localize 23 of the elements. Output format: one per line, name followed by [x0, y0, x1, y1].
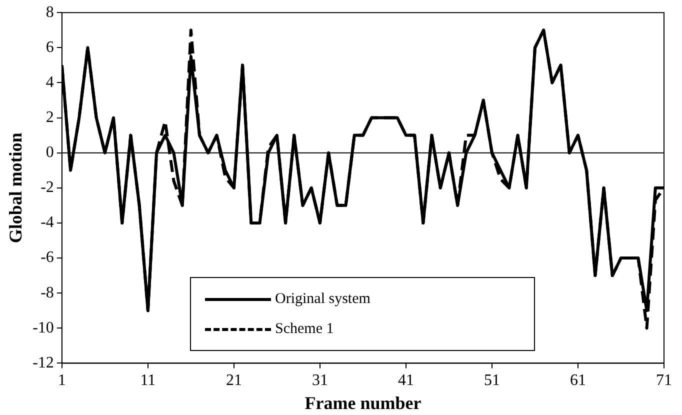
y-tick-label: -4 — [40, 214, 54, 232]
y-tick-label: -6 — [40, 249, 54, 266]
x-tick-label: 1 — [58, 372, 66, 390]
x-tick-label: 11 — [140, 372, 156, 390]
x-tick-label: 71 — [656, 372, 672, 390]
y-tick-label: -12 — [32, 354, 54, 372]
y-tick-label: -10 — [32, 319, 54, 336]
x-axis-title: Frame number — [304, 392, 422, 413]
x-tick-label: 21 — [226, 372, 242, 390]
y-tick-label: 6 — [46, 38, 54, 56]
x-tick-label: 51 — [484, 372, 500, 390]
legend-label: Scheme 1 — [275, 320, 334, 338]
y-tick-label: -8 — [40, 284, 54, 302]
y-tick-label: 8 — [46, 4, 54, 21]
x-tick-label: 61 — [570, 372, 586, 390]
y-axis-title: Global motion — [5, 132, 26, 244]
legend-label: Original system — [275, 290, 370, 308]
y-tick-label: 2 — [46, 108, 54, 126]
x-tick-label: 31 — [312, 372, 328, 390]
y-tick-label: 4 — [46, 74, 54, 91]
y-tick-label: -2 — [40, 179, 54, 196]
y-tick-label: 0 — [46, 144, 54, 162]
x-tick-label: 41 — [398, 372, 414, 390]
